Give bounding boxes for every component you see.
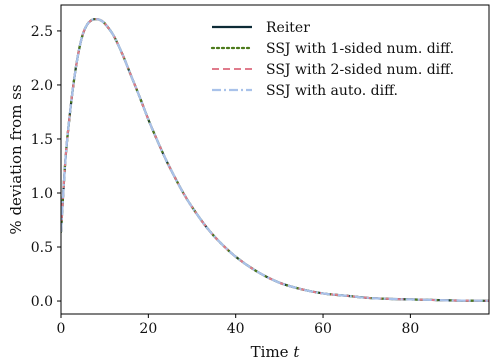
y-tick-label: 0.0 <box>31 294 53 310</box>
tick-marks <box>57 30 411 318</box>
x-axis-label: Time t <box>251 343 301 361</box>
y-tick-label: 2.0 <box>31 78 53 94</box>
x-tick-label: 80 <box>401 321 419 337</box>
legend-label: SSJ with 1-sided num. diff. <box>266 41 454 57</box>
legend-label: SSJ with auto. diff. <box>266 83 398 99</box>
x-axis-label-text: Time <box>251 343 289 361</box>
y-axis-label: % deviation from ss <box>7 84 25 234</box>
x-tick-label: 20 <box>139 321 157 337</box>
y-tick-label: 0.5 <box>31 240 53 256</box>
series-line-4 <box>61 17 489 302</box>
x-axis-label-variable: t <box>293 343 300 361</box>
plot-area-frame <box>60 4 490 315</box>
x-tick-label: 60 <box>314 321 332 337</box>
legend: Reiter SSJ with 1-sided num. diff. SSJ wit… <box>210 20 454 99</box>
x-tick-label: 40 <box>227 321 245 337</box>
x-tick-label: 0 <box>57 321 66 337</box>
legend-label: Reiter <box>266 20 310 36</box>
y-tick-labels: 0.0 0.5 1.0 1.5 2.0 2.5 <box>31 24 53 310</box>
y-tick-label: 2.5 <box>31 24 53 40</box>
series-lines <box>61 17 489 302</box>
y-tick-label: 1.5 <box>31 132 53 148</box>
y-tick-label: 1.0 <box>31 186 53 202</box>
legend-label: SSJ with 2-sided num. diff. <box>266 62 454 78</box>
x-tick-labels: 0 20 40 60 80 <box>57 321 420 337</box>
